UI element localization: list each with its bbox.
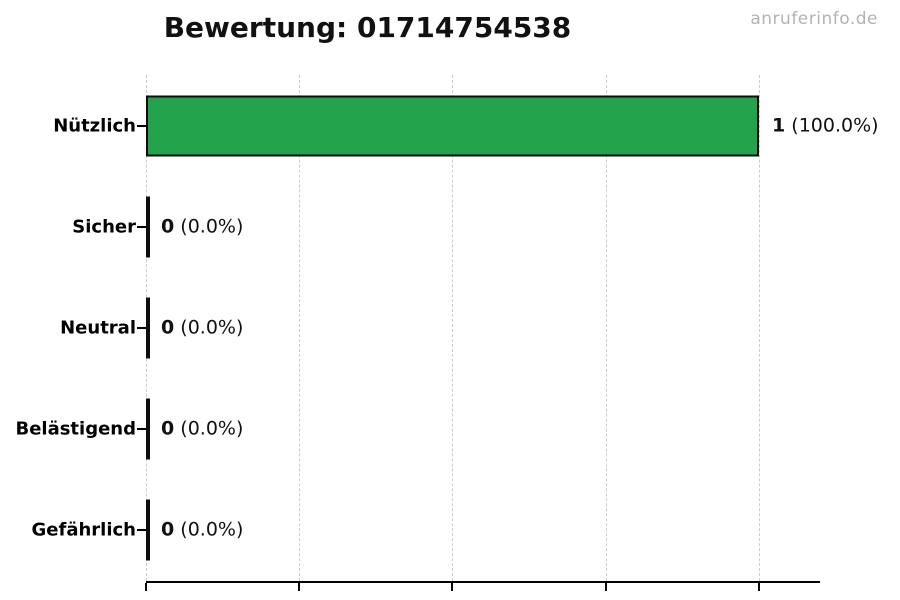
chart-title: Bewertung: 01714754538 <box>163 11 572 44</box>
category-label: Gefährlich <box>31 519 136 541</box>
x-axis-tick <box>758 583 760 591</box>
bar-row: Gefährlich 0 (0.0%) <box>0 480 900 581</box>
bar <box>146 499 150 561</box>
gridline <box>759 75 760 581</box>
bar-row: Belästigend 0 (0.0%) <box>0 379 900 480</box>
value-count: 0 <box>161 518 175 541</box>
value-label: 0 (0.0%) <box>161 217 243 236</box>
bar-row: Neutral 0 (0.0%) <box>0 277 900 378</box>
value-count: 0 <box>161 316 175 339</box>
y-axis-tick <box>137 428 146 431</box>
bar <box>146 398 150 460</box>
y-axis-tick <box>137 124 146 127</box>
bar <box>146 196 150 258</box>
value-percent: (0.0%) <box>180 518 244 541</box>
category-label: Belästigend <box>15 418 136 440</box>
value-percent: (0.0%) <box>180 417 244 440</box>
watermark: anruferinfo.de <box>750 9 878 29</box>
value-count: 0 <box>161 417 175 440</box>
value-percent: (0.0%) <box>180 316 244 339</box>
x-axis-tick <box>298 583 300 591</box>
value-percent: (100.0%) <box>791 114 879 137</box>
x-axis-tick <box>605 583 607 591</box>
gridline <box>452 75 453 581</box>
value-count: 0 <box>161 215 175 238</box>
category-label: Neutral <box>60 317 136 339</box>
gridline <box>299 75 300 581</box>
value-count: 1 <box>772 114 786 137</box>
x-axis-tick <box>451 583 453 591</box>
x-axis-tick <box>145 583 147 591</box>
bar-row: Nützlich 1 (100.0%) <box>0 75 900 176</box>
y-axis-tick <box>137 225 146 228</box>
value-label: 1 (100.0%) <box>772 116 879 135</box>
bar <box>146 297 150 359</box>
category-label: Sicher <box>72 216 136 238</box>
y-axis-tick <box>137 529 146 532</box>
value-percent: (0.0%) <box>180 215 244 238</box>
bar <box>146 95 759 157</box>
value-label: 0 (0.0%) <box>161 518 244 541</box>
value-label: 0 (0.0%) <box>161 417 244 440</box>
y-axis-tick <box>137 326 146 329</box>
bar-row: Sicher 0 (0.0%) <box>0 176 900 277</box>
category-label: Nützlich <box>53 115 136 137</box>
value-label: 0 (0.0%) <box>161 318 243 337</box>
gridline <box>606 75 607 581</box>
